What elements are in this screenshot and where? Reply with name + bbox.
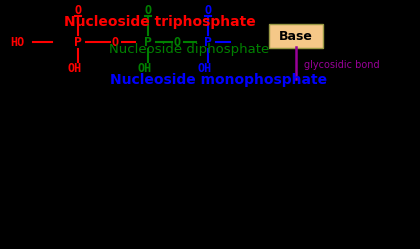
Text: glycosidic bond: glycosidic bond <box>304 60 380 70</box>
FancyBboxPatch shape <box>269 24 323 48</box>
Text: Base: Base <box>279 29 313 43</box>
Text: P: P <box>74 36 82 49</box>
Text: O: O <box>111 36 118 49</box>
Text: P: P <box>144 36 152 49</box>
Text: O: O <box>173 36 181 49</box>
Text: Nucleoside triphosphate: Nucleoside triphosphate <box>64 15 255 29</box>
Text: O: O <box>205 3 212 16</box>
Text: O: O <box>144 3 152 16</box>
Text: Nucleoside monophosphate: Nucleoside monophosphate <box>110 73 327 87</box>
Text: OH: OH <box>138 62 152 74</box>
Text: OH: OH <box>198 62 212 74</box>
Text: HO: HO <box>10 36 24 49</box>
Text: OH: OH <box>68 62 82 74</box>
Text: P: P <box>204 36 212 49</box>
Text: O: O <box>74 3 81 16</box>
Text: Nucleoside diphosphate: Nucleoside diphosphate <box>109 43 269 56</box>
